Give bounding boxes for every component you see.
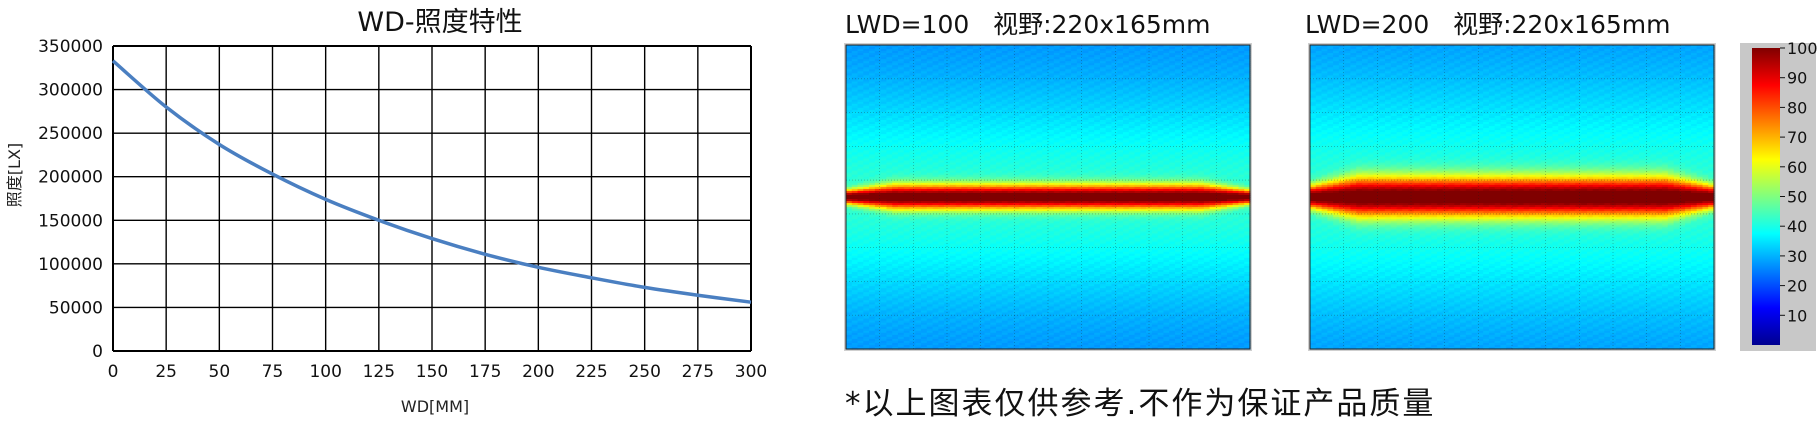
y-tick-labels: 0 50000 100000 150000 200000 250000 300000 3500…: [38, 37, 103, 362]
x-tick-label: 25: [155, 362, 177, 382]
heatmap-field: [844, 43, 1252, 351]
y-tick-label: 200000: [38, 168, 103, 188]
x-tick-label: 275: [682, 362, 714, 382]
y-tick-label: 150000: [38, 211, 103, 231]
x-tick-label: 250: [628, 362, 660, 382]
y-tick-label: 250000: [38, 124, 103, 144]
y-tick-label: 350000: [38, 37, 103, 57]
x-tick-label: 225: [575, 362, 607, 382]
x-tick-label: 75: [262, 362, 284, 382]
y-tick-label: 100000: [38, 255, 103, 275]
x-tick-label: 175: [469, 362, 501, 382]
heatmap-lwd100: LWD=100 视野:220x165mm: [844, 10, 1252, 351]
y-tick-label: 50000: [49, 298, 103, 318]
x-tick-label: 200: [522, 362, 554, 382]
y-axis-label: 照度[LX]: [5, 143, 24, 207]
chart-grid: [113, 46, 751, 351]
y-tick-label: 300000: [38, 81, 103, 101]
x-tick-labels: 0 25 50 75 100 125 150 175 200 225 250 275 300: [108, 362, 768, 382]
x-tick-label: 50: [209, 362, 231, 382]
chart-title: WD-照度特性: [357, 7, 522, 38]
y-tick-label: 0: [92, 342, 103, 362]
wd-illuminance-chart: WD-照度特性 0 25 50 75 100 125 150 175 200 225 250 275 3…: [5, 7, 767, 416]
heatmap-title: LWD=100 视野:220x165mm: [845, 10, 1210, 39]
x-tick-label: 0: [108, 362, 119, 382]
x-axis-label: WD[MM]: [401, 397, 469, 416]
x-tick-label: 300: [735, 362, 767, 382]
x-tick-label: 100: [309, 362, 341, 382]
x-tick-label: 125: [363, 362, 395, 382]
x-tick-label: 150: [416, 362, 448, 382]
